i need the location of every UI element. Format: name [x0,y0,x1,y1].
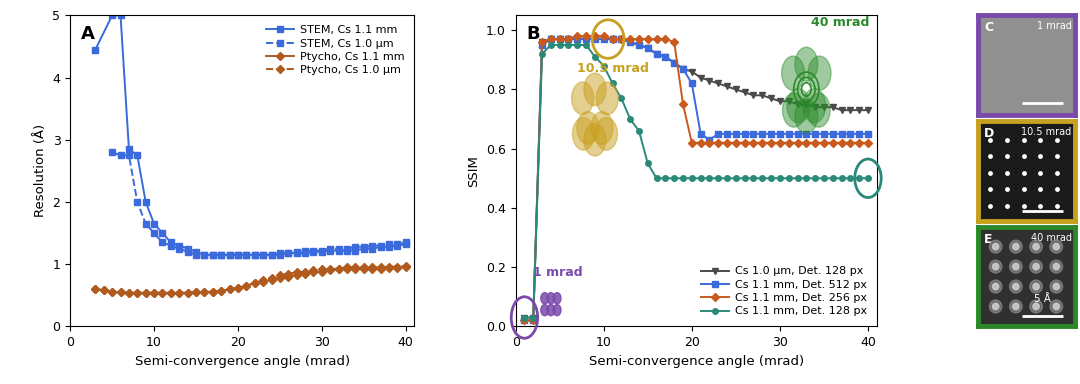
Ellipse shape [989,300,1002,313]
Text: 1 mrad: 1 mrad [534,266,583,279]
Ellipse shape [584,73,606,106]
Ellipse shape [807,93,831,127]
Text: C: C [984,22,994,34]
Ellipse shape [1013,263,1020,270]
Ellipse shape [993,263,999,270]
Ellipse shape [584,124,606,156]
Ellipse shape [1032,303,1039,310]
Text: 1 mrad: 1 mrad [1037,22,1071,31]
Text: 5 Å: 5 Å [1034,295,1051,305]
Text: A: A [81,25,94,43]
Text: 40 mrad: 40 mrad [1030,233,1071,243]
Text: B: B [526,25,540,43]
Ellipse shape [1032,263,1039,270]
Ellipse shape [1053,243,1059,250]
Ellipse shape [782,56,805,90]
Ellipse shape [595,118,618,150]
Ellipse shape [572,118,594,150]
Ellipse shape [993,243,999,250]
Ellipse shape [1010,240,1022,253]
Ellipse shape [1050,280,1063,293]
Ellipse shape [1050,260,1063,273]
Ellipse shape [989,240,1002,253]
Ellipse shape [1050,300,1063,313]
Ellipse shape [591,112,613,144]
Ellipse shape [1053,303,1059,310]
Legend: STEM, Cs 1.1 mm, STEM, Cs 1.0 μm, Ptycho, Cs 1.1 mm, Ptycho, Cs 1.0 μm: STEM, Cs 1.1 mm, STEM, Cs 1.0 μm, Ptycho… [261,21,408,80]
Ellipse shape [1013,243,1020,250]
Ellipse shape [1013,303,1020,310]
Ellipse shape [989,280,1002,293]
Ellipse shape [1030,240,1042,253]
Ellipse shape [596,82,618,114]
Ellipse shape [1010,260,1022,273]
Ellipse shape [989,260,1002,273]
Ellipse shape [1010,280,1022,293]
Ellipse shape [1030,300,1042,313]
Ellipse shape [1053,263,1059,270]
Ellipse shape [541,305,549,316]
Ellipse shape [1030,280,1042,293]
Ellipse shape [577,112,599,144]
Text: 10.5 mrad: 10.5 mrad [1022,127,1071,137]
Text: D: D [984,127,995,140]
Ellipse shape [1032,283,1039,290]
Ellipse shape [553,293,561,304]
Y-axis label: SSIM: SSIM [468,155,481,187]
X-axis label: Semi-convergence angle (mrad): Semi-convergence angle (mrad) [589,355,804,367]
Ellipse shape [1053,283,1059,290]
Ellipse shape [541,293,549,304]
Ellipse shape [1050,240,1063,253]
Legend: Cs 1.0 μm, Det. 128 px, Cs 1.1 mm, Det. 512 px, Cs 1.1 mm, Det. 256 px, Cs 1.1 m: Cs 1.0 μm, Det. 128 px, Cs 1.1 mm, Det. … [697,262,872,321]
Ellipse shape [1032,243,1039,250]
Ellipse shape [571,82,594,114]
Text: 40 mrad: 40 mrad [811,16,869,29]
Ellipse shape [787,89,810,123]
Text: E: E [984,233,993,246]
Y-axis label: Resolution (Å): Resolution (Å) [33,124,46,217]
X-axis label: Semi-convergence angle (mrad): Semi-convergence angle (mrad) [135,355,350,367]
Ellipse shape [546,293,555,304]
Ellipse shape [1030,260,1042,273]
Ellipse shape [1010,300,1022,313]
Ellipse shape [783,93,806,127]
Ellipse shape [808,56,831,90]
Ellipse shape [795,47,818,81]
Text: 10.5 mrad: 10.5 mrad [578,62,649,74]
Ellipse shape [553,305,561,316]
Ellipse shape [802,89,826,123]
Ellipse shape [1013,283,1020,290]
Ellipse shape [795,99,818,133]
Ellipse shape [546,305,555,316]
Ellipse shape [993,303,999,310]
Ellipse shape [993,283,999,290]
